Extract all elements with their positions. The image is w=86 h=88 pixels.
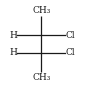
- Text: Cl: Cl: [66, 31, 75, 40]
- Text: CH₃: CH₃: [32, 73, 50, 82]
- Text: CH₃: CH₃: [32, 6, 50, 15]
- Text: H: H: [9, 48, 17, 57]
- Text: Cl: Cl: [66, 48, 75, 57]
- Text: H: H: [9, 31, 17, 40]
